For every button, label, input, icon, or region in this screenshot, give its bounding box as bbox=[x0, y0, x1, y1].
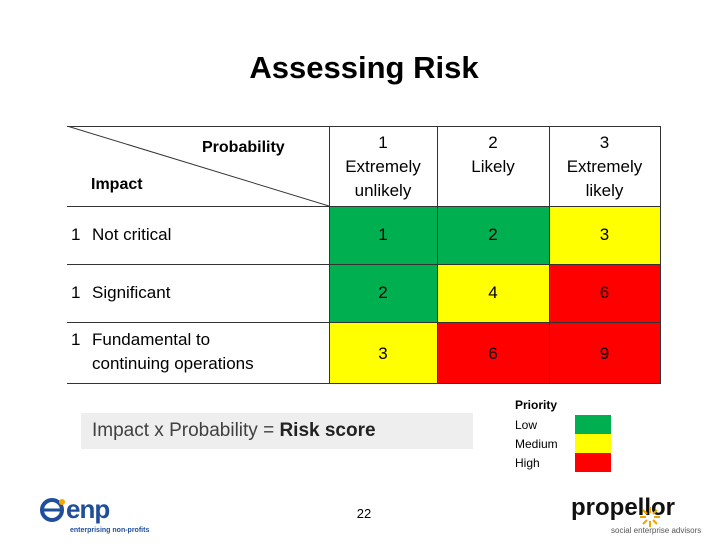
grid-line bbox=[437, 126, 438, 384]
priority-legend: Priority Low Medium High bbox=[515, 398, 625, 478]
header-diagonal-line bbox=[67, 126, 329, 206]
row-number: 1 bbox=[71, 283, 81, 302]
legend-label: Low bbox=[515, 418, 538, 432]
risk-cell: 9 bbox=[549, 322, 660, 383]
risk-cell: 6 bbox=[549, 264, 660, 322]
grid-line bbox=[67, 264, 661, 265]
risk-cell: 4 bbox=[437, 264, 549, 322]
row-label-text: Fundamental to continuing operations bbox=[92, 330, 254, 373]
enp-tagline: enterprising non-profits bbox=[70, 527, 150, 534]
risk-score-value: 6 bbox=[599, 283, 610, 302]
risk-matrix: Probability Impact 1 Extremely unlikely 2 L… bbox=[67, 126, 661, 384]
impact-axis-label: Impact bbox=[91, 176, 143, 193]
legend-swatch bbox=[575, 415, 611, 434]
grid-line bbox=[329, 126, 330, 384]
grid-line bbox=[67, 126, 661, 127]
propellor-tagline: social enterprise advisors bbox=[611, 526, 702, 535]
risk-cell: 6 bbox=[437, 322, 549, 383]
enp-logo-text: enp bbox=[66, 494, 110, 524]
grid-line bbox=[660, 126, 661, 384]
row-label-text: Significant bbox=[92, 283, 171, 302]
column-number: 1 bbox=[378, 133, 388, 152]
grid-line bbox=[549, 126, 550, 384]
grid-line bbox=[67, 322, 661, 323]
column-label: Extremely likely bbox=[566, 157, 643, 200]
risk-cell: 3 bbox=[549, 206, 660, 264]
formula-text: Impact x Probability = bbox=[92, 420, 280, 441]
probability-column-header: 3 Extremely likely bbox=[549, 131, 660, 203]
column-label: Extremely unlikely bbox=[345, 157, 421, 200]
risk-cell: 3 bbox=[329, 322, 437, 383]
row-number: 1 bbox=[71, 225, 81, 244]
propellor-sun-icon bbox=[640, 507, 660, 527]
page-number: 22 bbox=[356, 506, 372, 521]
enp-swirl-icon bbox=[40, 498, 65, 522]
risk-score-value: 4 bbox=[488, 283, 498, 302]
risk-cell: 2 bbox=[437, 206, 549, 264]
impact-row-label: 1 Fundamental to continuing operations bbox=[71, 328, 326, 378]
risk-score-value: 3 bbox=[378, 344, 388, 363]
risk-score-value: 3 bbox=[599, 225, 610, 244]
risk-score-value: 6 bbox=[488, 344, 498, 363]
enp-logo: enp enterprising non-profits bbox=[38, 494, 198, 544]
risk-score-value: 1 bbox=[378, 225, 388, 244]
row-number: 1 bbox=[71, 330, 81, 349]
legend-title: Priority bbox=[515, 398, 558, 412]
legend-label: Medium bbox=[515, 437, 558, 451]
probability-axis-label: Probability bbox=[202, 139, 285, 156]
risk-score-value: 2 bbox=[378, 283, 388, 302]
column-label: Likely bbox=[471, 157, 515, 176]
risk-cell: 1 bbox=[329, 206, 437, 264]
formula-risk-score: Risk score bbox=[279, 420, 376, 441]
slide-title: Assessing Risk bbox=[249, 50, 479, 85]
legend-swatch bbox=[575, 453, 611, 472]
grid-line bbox=[67, 383, 661, 384]
column-number: 2 bbox=[488, 133, 498, 152]
risk-score-value: 9 bbox=[599, 344, 610, 363]
row-label-text: Not critical bbox=[92, 225, 172, 244]
risk-cell: 2 bbox=[329, 264, 437, 322]
column-number: 3 bbox=[599, 133, 610, 152]
propellor-logo: propellor social enterprise advisors bbox=[571, 494, 721, 544]
impact-row-label: 1 Significant bbox=[71, 281, 326, 331]
probability-column-header: 2 Likely bbox=[437, 131, 549, 179]
legend-label: High bbox=[515, 456, 540, 470]
risk-score-value: 2 bbox=[488, 225, 498, 244]
risk-formula-box: Impact x Probability = Risk score bbox=[81, 413, 473, 449]
probability-column-header: 1 Extremely unlikely bbox=[329, 131, 437, 203]
grid-line bbox=[67, 206, 661, 207]
legend-swatch bbox=[575, 434, 611, 453]
impact-row-label: 1 Not critical bbox=[71, 223, 326, 273]
